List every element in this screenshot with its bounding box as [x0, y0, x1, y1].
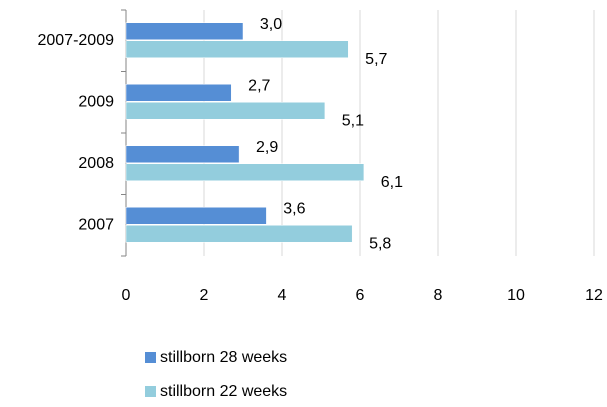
data-label: 3,0	[260, 16, 282, 33]
bar	[125, 207, 267, 225]
data-label: 5,8	[369, 235, 391, 252]
bar	[125, 225, 353, 243]
data-label: 3,6	[283, 200, 305, 217]
data-label: 5,1	[342, 112, 364, 129]
data-label: 2,9	[256, 139, 278, 156]
legend-label: stillborn 22 weeks	[160, 383, 287, 400]
x-tick-label: 10	[507, 287, 525, 304]
y-tick-label: 2007	[78, 216, 114, 233]
x-tick-label: 12	[585, 287, 603, 304]
data-label: 2,7	[248, 77, 270, 94]
x-tick-label: 2	[200, 287, 209, 304]
bar	[125, 163, 365, 181]
x-tick-label: 4	[278, 287, 287, 304]
bar	[125, 84, 232, 102]
x-tick-label: 0	[122, 287, 131, 304]
y-tick-label: 2007-2009	[37, 32, 114, 49]
bar	[125, 22, 244, 40]
x-tick-label: 8	[434, 287, 443, 304]
x-tick-label: 6	[356, 287, 365, 304]
y-tick-label: 2008	[78, 155, 114, 172]
legend-swatch	[145, 386, 156, 397]
legend-label: stillborn 28 weeks	[160, 349, 287, 366]
bar	[125, 102, 326, 120]
data-label: 5,7	[365, 51, 387, 68]
legend-swatch	[145, 352, 156, 363]
bar	[125, 40, 349, 58]
y-tick-label: 2009	[78, 93, 114, 110]
bar	[125, 145, 240, 163]
data-label: 6,1	[381, 174, 403, 191]
